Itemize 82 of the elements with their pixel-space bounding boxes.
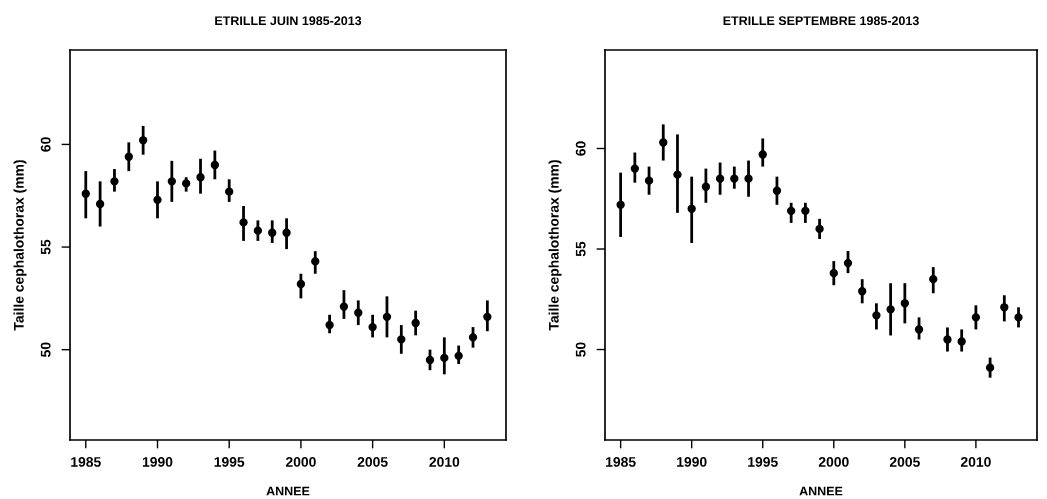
- x-tick-label: 1995: [748, 457, 778, 467]
- point: [701, 182, 711, 191]
- point: [239, 218, 248, 227]
- point: [196, 173, 205, 182]
- point: [268, 228, 277, 237]
- point: [673, 170, 682, 179]
- point: [411, 318, 420, 328]
- point: [339, 302, 349, 311]
- point: [843, 258, 853, 268]
- point: [829, 268, 838, 278]
- x-axis-title: ANNEE: [799, 486, 843, 496]
- x-tick-label: 2005: [357, 457, 388, 467]
- point: [138, 136, 148, 145]
- point: [354, 308, 363, 317]
- point: [715, 174, 725, 183]
- point: [368, 322, 377, 332]
- point: [1014, 313, 1023, 322]
- point: [985, 363, 995, 372]
- point: [468, 333, 478, 342]
- point: [872, 311, 881, 320]
- point: [110, 177, 119, 186]
- point: [772, 186, 782, 195]
- y-tick-label: 50: [40, 342, 51, 357]
- point: [253, 226, 263, 235]
- point: [929, 275, 938, 284]
- point: [425, 355, 435, 365]
- x-tick-label: 1990: [142, 457, 173, 467]
- point: [758, 150, 767, 159]
- point: [182, 179, 191, 188]
- point: [1000, 303, 1009, 312]
- point: [858, 287, 867, 296]
- chart-title: ETRILLE SEPTEMBRE 1985-2013: [723, 16, 919, 26]
- point: [914, 325, 924, 334]
- point: [440, 353, 449, 363]
- x-tick-label: 1990: [677, 457, 707, 467]
- x-tick-label: 2010: [960, 457, 991, 467]
- point: [210, 160, 220, 170]
- point: [397, 335, 406, 344]
- point: [382, 312, 392, 322]
- point: [815, 224, 824, 234]
- point: [454, 351, 463, 361]
- point: [483, 312, 492, 322]
- point: [730, 174, 739, 183]
- point: [801, 206, 810, 215]
- x-tick-label: 2000: [285, 457, 316, 467]
- point: [311, 257, 320, 266]
- chart-title: ETRILLE JUIN 1985-2013: [215, 16, 362, 26]
- point: [943, 335, 952, 344]
- y-axis-title: Taille cephalothorax (mm): [13, 160, 27, 331]
- point: [325, 320, 334, 330]
- point: [971, 313, 981, 322]
- point: [744, 174, 753, 183]
- point: [167, 177, 176, 186]
- point: [95, 199, 105, 209]
- y-tick-label: 55: [575, 241, 586, 257]
- point: [282, 228, 291, 237]
- y-tick-label: 60: [40, 137, 51, 152]
- point: [616, 200, 625, 209]
- point: [81, 189, 90, 198]
- y-tick-label: 60: [575, 141, 586, 156]
- point: [659, 138, 668, 147]
- point: [687, 204, 696, 213]
- x-tick-label: 1985: [606, 457, 636, 467]
- x-tick-label: 1995: [214, 457, 245, 467]
- point: [786, 206, 796, 215]
- point: [153, 195, 162, 205]
- point: [630, 164, 640, 173]
- x-axis-title: ANNEE: [266, 486, 310, 496]
- y-tick-label: 50: [575, 342, 586, 357]
- y-axis-title: Taille cephalothorax (mm): [548, 160, 562, 331]
- point: [644, 176, 654, 185]
- point: [957, 337, 966, 346]
- x-tick-label: 2000: [818, 457, 849, 467]
- point: [900, 299, 910, 308]
- x-tick-label: 1985: [71, 457, 101, 467]
- x-tick-label: 2005: [889, 457, 920, 467]
- point: [296, 279, 306, 289]
- x-tick-label: 2010: [429, 457, 460, 467]
- point: [124, 152, 133, 161]
- point: [886, 305, 895, 314]
- y-tick-label: 55: [40, 239, 51, 255]
- point: [225, 187, 234, 196]
